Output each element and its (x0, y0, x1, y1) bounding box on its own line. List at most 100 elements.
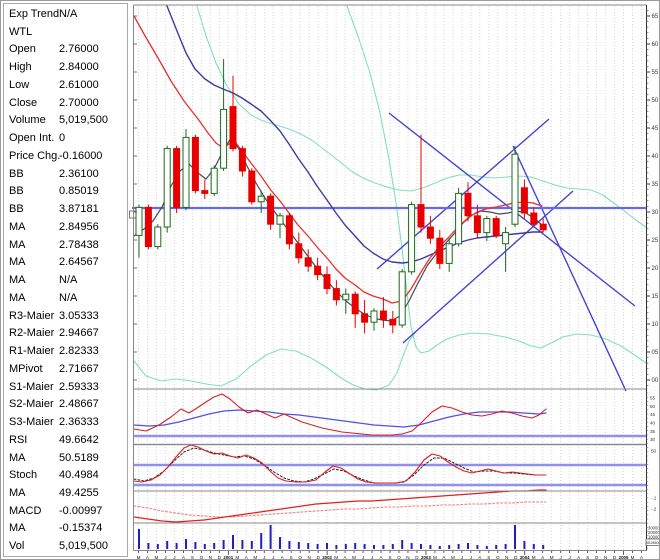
svg-text:2002: 2002 (322, 555, 332, 560)
svg-text:J: J (461, 555, 463, 560)
indicator-value: -0.00997 (59, 504, 103, 517)
svg-text:10: 10 (652, 322, 659, 328)
channel-lower-trendline[interactable] (402, 190, 574, 344)
candle-14 (267, 195, 275, 225)
indicator-label: High (9, 61, 32, 74)
candle-37 (483, 218, 491, 234)
candle-40 (511, 153, 519, 225)
candle-9 (220, 108, 228, 169)
svg-text:D: D (613, 555, 617, 560)
rsi-panel (133, 393, 646, 438)
indicator-value: 2.94667 (59, 327, 99, 340)
steep-down-trendline[interactable] (512, 145, 627, 392)
indicator-row-ma: MA 49.4255 (4, 487, 127, 504)
indicator-value: 3.87181 (59, 203, 99, 216)
indicator-row-ma: MA -0.15374 (4, 522, 127, 539)
indicator-value: 2.48667 (59, 398, 99, 411)
indicator-label: S1-Maier (9, 380, 54, 393)
candle-13 (257, 195, 265, 203)
indicator-value: 2.36333 (59, 416, 99, 429)
svg-text:50: 50 (650, 404, 656, 409)
svg-text:65: 65 (652, 14, 659, 20)
svg-text:A: A (442, 555, 446, 560)
svg-text:-.1: -.1 (651, 496, 657, 501)
candle-32 (436, 237, 444, 264)
indicator-row-r3-maier: R3-Maier 3.05333 (4, 310, 127, 327)
svg-text:50: 50 (652, 98, 659, 104)
indicator-label: Low (9, 78, 30, 91)
indicator-row-r1-maier: R1-Maier 2.82333 (4, 345, 127, 362)
indicator-value: 5,019,500 (59, 540, 108, 553)
candle-36 (473, 215, 481, 234)
svg-text:M: M (451, 555, 455, 560)
candle-0 (135, 206, 143, 236)
svg-text:S: S (191, 555, 194, 560)
indicator-label: Stoch (9, 469, 38, 482)
candle-21 (332, 288, 340, 301)
indicator-row-s3-maier: S3-Maier 2.36333 (4, 416, 127, 433)
svg-text:2003: 2003 (421, 555, 431, 560)
svg-text:2001: 2001 (223, 555, 233, 560)
svg-text:J: J (164, 555, 166, 560)
svg-text:60: 60 (652, 42, 659, 48)
indicator-row-close: Close 2.70000 (4, 97, 127, 114)
svg-text:40: 40 (652, 154, 659, 160)
indicator-label: Price Chg. (9, 149, 61, 162)
svg-text:55: 55 (650, 396, 656, 401)
indicator-row-ma: MA 2.78438 (4, 239, 127, 256)
indicator-label: Volume (9, 114, 46, 127)
svg-text:A: A (541, 555, 545, 560)
candle-28 (398, 271, 406, 326)
svg-text:M: M (433, 555, 437, 560)
svg-text:J: J (173, 555, 175, 560)
svg-text:N: N (209, 555, 212, 560)
indicator-value: 2.82333 (59, 345, 99, 358)
indicator-value: 2.64567 (59, 256, 99, 269)
indicator-row-wtl: WTL (4, 26, 127, 43)
svg-text:O: O (595, 555, 599, 560)
svg-text:J: J (371, 555, 373, 560)
svg-text:A: A (478, 555, 482, 560)
candle-41 (520, 187, 528, 214)
channel-upper-trendline[interactable] (376, 118, 550, 270)
indicator-label: MACD (9, 504, 42, 517)
indicator-label: WTL (9, 25, 33, 38)
svg-text:S: S (487, 555, 490, 560)
price-chart-canvas[interactable]: M A M J J A S O N D 2001 M A M J J A S O N D 2002 M A M J J A S O N D 20… (129, 1, 660, 560)
indicator-row-r2-maier: R2-Maier 2.94667 (4, 327, 127, 344)
svg-text:J: J (362, 555, 364, 560)
indicator-label: MA (9, 451, 26, 464)
svg-text:O: O (200, 555, 204, 560)
indicator-row-open: Open 2.76000 (4, 43, 127, 60)
indicator-label: R3-Maier (9, 309, 55, 322)
indicator-label: MA (9, 238, 26, 251)
svg-text:D: D (514, 555, 518, 560)
indicator-row-ma: MA N/A (4, 274, 127, 291)
indicator-value: 2.59333 (59, 380, 99, 393)
indicator-row-ma: MA N/A (4, 292, 127, 309)
svg-text:O: O (496, 555, 500, 560)
svg-text:35: 35 (652, 182, 659, 188)
indicator-label: MA (9, 486, 26, 499)
svg-text:N: N (307, 555, 310, 560)
svg-text:05: 05 (652, 350, 659, 356)
candle-19 (314, 265, 322, 276)
svg-text:A: A (245, 555, 249, 560)
indicator-label: S3-Maier (9, 416, 54, 429)
svg-text:O: O (298, 555, 302, 560)
svg-text:A: A (344, 555, 348, 560)
candle-20 (323, 274, 331, 290)
indicator-label: BB (9, 185, 24, 198)
indicator-row-bb: BB 0.85019 (4, 185, 127, 202)
indicator-label: Vol (9, 540, 25, 553)
svg-text:45: 45 (652, 126, 659, 132)
indicator-label: Exp Trend (9, 8, 60, 20)
svg-text:00: 00 (652, 378, 659, 384)
svg-text:40: 40 (650, 421, 656, 426)
indicator-label: R2-Maier (9, 327, 55, 340)
indicator-label: MA (9, 220, 26, 233)
price-axis: 65 60 55 50 45 40 35 30 25 20 15 10 05 00 (133, 10, 659, 549)
svg-text:30: 30 (652, 210, 659, 216)
svg-text:M: M (352, 555, 356, 560)
candle-16 (285, 215, 293, 245)
